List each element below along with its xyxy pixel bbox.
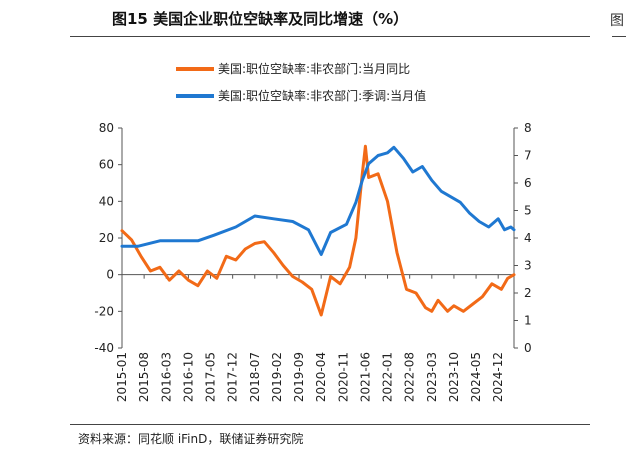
legend-label-rate: 美国:职位空缺率:非农部门:季调:当月值	[218, 88, 426, 103]
right-axis-tick-label: 4	[524, 231, 532, 245]
series-lines	[120, 144, 516, 317]
x-axis-tick-label: 2024-12	[491, 352, 505, 402]
series-line-rate	[120, 145, 516, 256]
series-line-yoy	[120, 144, 516, 317]
left-axis-tick-label: 60	[99, 158, 114, 172]
x-axis-tick-label: 2023-10	[447, 352, 461, 402]
x-axis-tick-label: 2020-04	[314, 352, 328, 402]
right-axis-tick-label: 6	[524, 176, 532, 190]
source-rule	[70, 424, 590, 425]
left-axis-tick-label: 80	[99, 121, 114, 135]
x-axis-tick-label: 2019-02	[270, 352, 284, 402]
x-axis-tick-label: 2018-07	[248, 352, 262, 402]
right-axis-tick-label: 5	[524, 204, 532, 218]
right-axis-tick-label: 1	[524, 314, 532, 328]
x-axis-tick-label: 2015-01	[115, 352, 129, 402]
chart-title: 图15 美国企业职位空缺率及同比增速（%）	[112, 10, 409, 28]
right-axis-tick-label: 3	[524, 259, 532, 273]
right-axis-tick-label: 2	[524, 286, 532, 300]
axes: -40 -20 0 20 40 60 80 0 1 2 3 4 5 6 7 8 2015-01 2015-08 20…	[94, 121, 531, 402]
left-axis-tick-label: 0	[106, 268, 114, 282]
x-axis-tick-label: 2020-11	[336, 352, 350, 402]
side-rule	[612, 36, 626, 37]
x-axis-tick-label: 2021-06	[358, 352, 372, 402]
right-axis-tick-label: 7	[524, 149, 532, 163]
x-axis-tick-label: 2019-09	[292, 352, 306, 402]
x-axis-tick-label: 2023-03	[425, 352, 439, 402]
left-axis-tick-label: -40	[94, 341, 114, 355]
x-axis-tick-label: 2016-03	[159, 352, 173, 402]
right-axis-tick-label: 0	[524, 341, 532, 355]
x-axis-tick-label: 2024-05	[469, 352, 483, 402]
x-axis-tick-label: 2017-12	[226, 352, 240, 402]
source-note: 资料来源：同花顺 iFinD，联储证券研究院	[78, 432, 304, 446]
left-axis-tick-label: 40	[99, 194, 114, 208]
x-axis-tick-label: 2022-01	[381, 352, 395, 402]
title-rule	[70, 36, 590, 37]
right-axis-tick-label: 8	[524, 121, 532, 135]
side-glyph: 图	[610, 13, 624, 29]
x-axis-tick-label: 2015-08	[137, 352, 151, 402]
left-axis-tick-label: -20	[94, 304, 114, 318]
legend-label-yoy: 美国:职位空缺率:非农部门:当月同比	[218, 61, 410, 76]
x-axis-tick-label: 2016-10	[181, 352, 195, 402]
x-axis-tick-label: 2022-08	[403, 352, 417, 402]
x-axis-tick-label: 2017-05	[204, 352, 218, 402]
left-axis-tick-label: 20	[99, 231, 114, 245]
